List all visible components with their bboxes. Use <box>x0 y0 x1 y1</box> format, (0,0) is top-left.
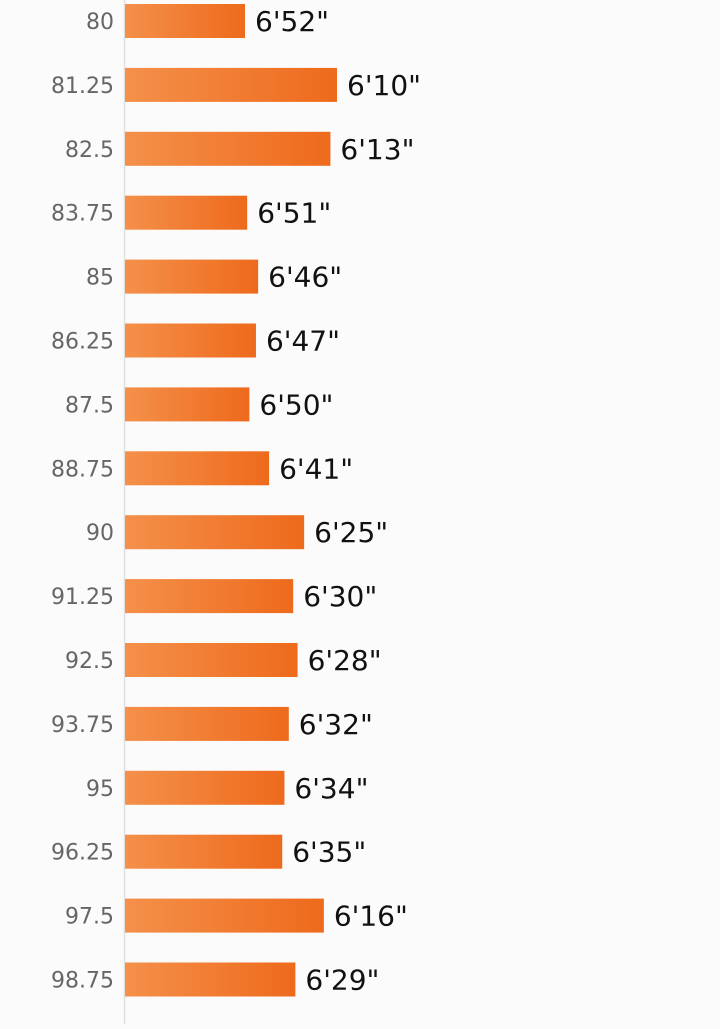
category-label: 98.75 <box>51 969 114 994</box>
value-label: 6'28" <box>308 644 382 677</box>
category-label: 97.5 <box>65 905 114 930</box>
value-label: 6'10" <box>347 69 421 102</box>
value-label: 6'32" <box>299 708 373 741</box>
category-label: 80 <box>86 10 114 35</box>
value-label: 6'13" <box>340 133 414 166</box>
category-label: 95 <box>86 777 114 802</box>
bar <box>125 515 305 550</box>
value-label: 6'51" <box>257 197 331 230</box>
bars-group: 80 6'52" 81.25 6'10" 82.5 6'13" 83.75 6'51" 85 6'… <box>51 4 421 997</box>
bar <box>125 259 259 294</box>
value-label: 6'35" <box>292 836 366 869</box>
bar <box>125 67 337 102</box>
category-label: 88.75 <box>51 457 114 482</box>
category-label: 82.5 <box>65 138 114 163</box>
bar <box>125 898 324 933</box>
bar <box>125 706 289 741</box>
value-label: 6'50" <box>259 388 333 421</box>
bar <box>125 643 298 677</box>
bar <box>125 131 331 166</box>
bar <box>125 579 294 614</box>
bar <box>125 387 250 422</box>
category-label: 91.25 <box>51 585 114 610</box>
bar <box>125 834 283 869</box>
category-label: 81.25 <box>51 74 114 99</box>
value-label: 6'30" <box>303 580 377 613</box>
category-label: 85 <box>86 266 114 291</box>
value-label: 6'34" <box>294 772 368 805</box>
category-label: 96.25 <box>51 841 114 866</box>
value-label: 6'52" <box>255 5 329 38</box>
value-label: 6'25" <box>314 516 388 549</box>
value-label: 6'16" <box>334 900 408 933</box>
category-label: 83.75 <box>51 202 114 227</box>
category-label: 93.75 <box>51 713 114 738</box>
category-label: 90 <box>86 521 114 546</box>
value-label: 6'46" <box>268 261 342 294</box>
value-label: 6'47" <box>266 325 340 358</box>
bar <box>125 451 270 486</box>
bar <box>125 962 296 997</box>
category-label: 87.5 <box>65 393 114 418</box>
bar <box>125 195 248 230</box>
category-label: 92.5 <box>65 649 114 674</box>
value-label: 6'29" <box>305 964 379 997</box>
bar <box>125 4 245 38</box>
value-label: 6'41" <box>279 452 353 485</box>
category-label: 86.25 <box>51 330 114 355</box>
bar <box>125 770 285 805</box>
bar <box>125 323 256 358</box>
